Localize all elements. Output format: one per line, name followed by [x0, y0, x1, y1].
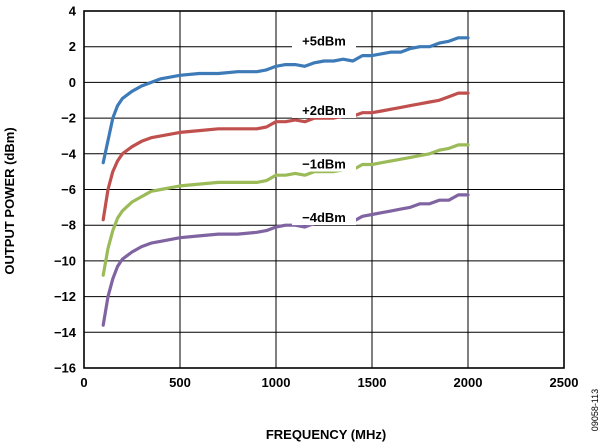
y-tick-label: −10: [54, 253, 76, 268]
x-tick-label: 2500: [550, 375, 579, 390]
y-tick-label: −12: [54, 289, 76, 304]
y-tick-label: −8: [61, 218, 76, 233]
y-tick-label: −2: [61, 111, 76, 126]
x-tick-label: 1500: [358, 375, 387, 390]
series-label-plus-2dbm: +2dBm: [302, 103, 346, 118]
y-tick-label: −14: [54, 325, 77, 340]
series-label-minus-4dbm: −4dBm: [302, 210, 346, 225]
series-curves: [101, 36, 470, 327]
y-axis-label: OUTPUT POWER (dBm): [2, 127, 17, 274]
y-tick-label: 0: [69, 75, 76, 90]
x-tick-label: 0: [80, 375, 87, 390]
x-tick-label: 500: [169, 375, 191, 390]
series-label-background: [292, 209, 356, 226]
series-label-background: [292, 155, 356, 172]
series-label-background: [292, 32, 356, 49]
series-label-minus-1dbm: −1dBm: [302, 157, 346, 172]
y-tick-label: −16: [54, 361, 76, 376]
y-tick-label: −4: [61, 146, 77, 161]
x-tick-label: 1000: [262, 375, 291, 390]
series-line-minus-4dbm: [101, 193, 470, 327]
grid: [84, 11, 564, 368]
series-label-background: [292, 101, 356, 118]
series-line-plus-5dbm: [101, 36, 470, 165]
tick-labels: 4 2 0 −2 −4 −6 −8 −10 −12 −14 −16 0 500 1000 1500 2000 2…: [54, 4, 579, 391]
y-tick-label: −6: [61, 182, 76, 197]
x-tick-label: 2000: [454, 375, 483, 390]
plot-frame: [83, 10, 565, 369]
y-tick-label: 2: [69, 39, 76, 54]
x-axis-label: FREQUENCY (MHz): [266, 427, 386, 442]
series-line-minus-1dbm: [101, 143, 470, 277]
figure-id: 09058-113: [590, 389, 600, 431]
series-line-plus-2dbm: [101, 91, 470, 222]
y-tick-label: 4: [69, 4, 77, 19]
series-labels: +5dBm +2dBm −1dBm −4dBm: [292, 32, 356, 226]
series-label-plus-5dbm: +5dBm: [302, 33, 346, 48]
